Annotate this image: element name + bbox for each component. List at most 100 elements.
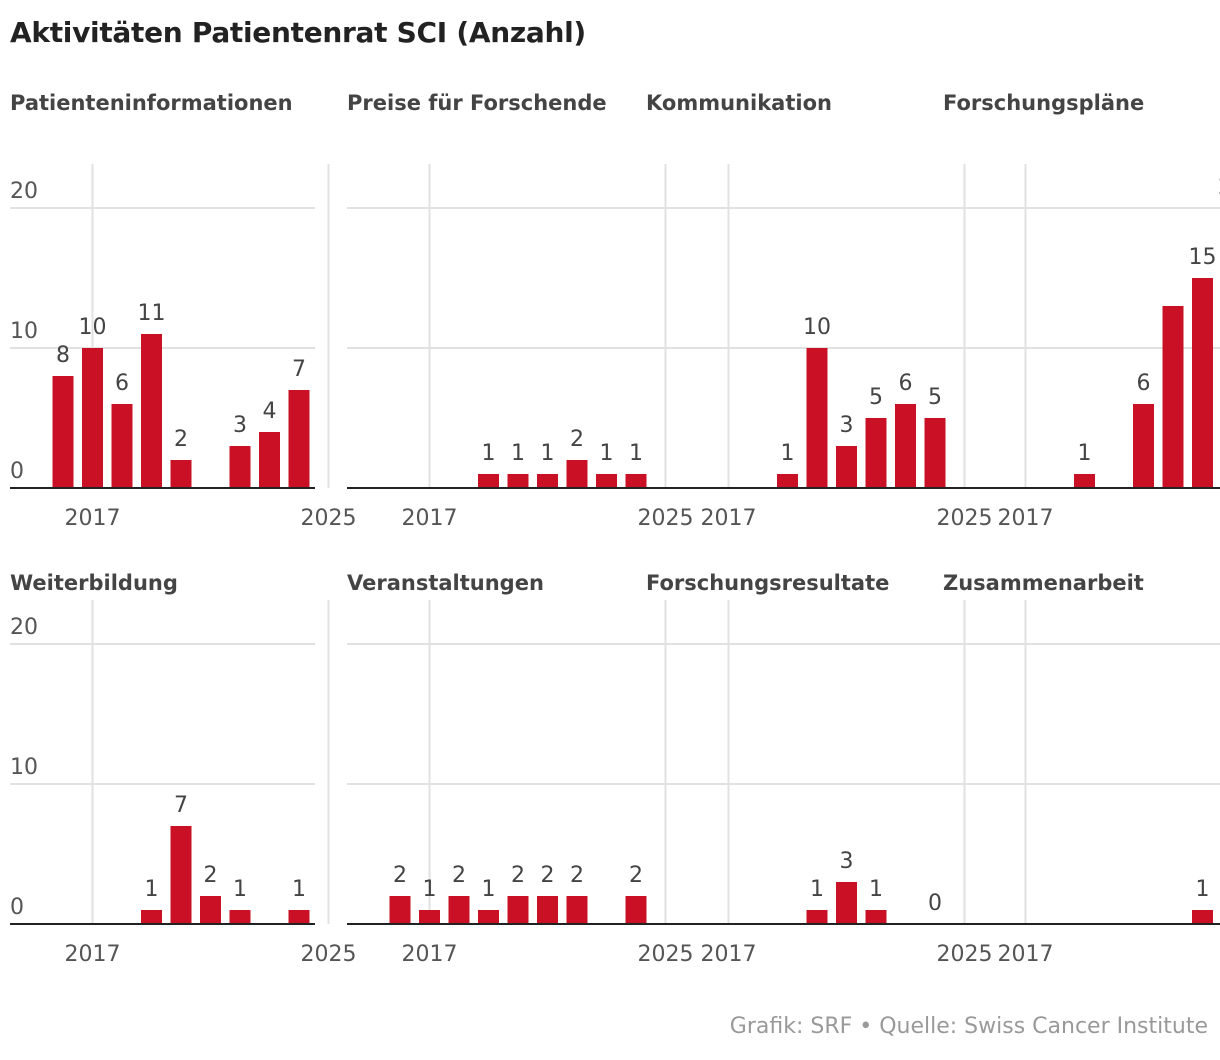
- bar-value-label: 2: [452, 863, 466, 888]
- bar-value-label: 2: [393, 863, 407, 888]
- x-tick-label: 2017: [65, 942, 121, 967]
- bar: [537, 474, 558, 488]
- bar-value-label: 2: [570, 863, 584, 888]
- x-tick-label: 2025: [638, 942, 694, 967]
- bar-value-label: 1: [781, 441, 795, 466]
- bar-value-label: 1: [810, 877, 824, 902]
- bar-value-label: 1: [629, 441, 643, 466]
- bar-value-label: 1: [600, 441, 614, 466]
- x-tick-label: 2025: [301, 506, 357, 531]
- bar-value-label: 4: [263, 399, 277, 424]
- bar: [507, 474, 529, 488]
- bar: [806, 348, 828, 488]
- bar: [229, 910, 251, 924]
- bar: [170, 460, 192, 488]
- bar-value-label: 3: [840, 413, 854, 438]
- bar: [836, 446, 857, 488]
- bar: [259, 432, 280, 488]
- bar-value-label: 20: [1218, 175, 1220, 200]
- panel-0: Patienteninformationen 0 10 20 8 10 6 11 2 347 201…: [10, 91, 357, 531]
- bar-value-label: 1: [1078, 441, 1092, 466]
- bar: [170, 826, 192, 924]
- bar-value-label: 2: [511, 863, 525, 888]
- x-tick-label: 2017: [998, 942, 1054, 967]
- bar: [1192, 910, 1213, 924]
- bar: [288, 910, 310, 924]
- bar: [111, 404, 133, 488]
- bar: [777, 474, 798, 488]
- bar-value-label: 2: [541, 863, 555, 888]
- bar: [82, 348, 103, 488]
- bar: [1074, 474, 1095, 488]
- y-tick-label: 10: [10, 755, 38, 780]
- x-tick-label: 2025: [937, 506, 993, 531]
- bar-value-label: 0: [928, 891, 942, 916]
- bar-value-label: 2: [174, 427, 188, 452]
- bar: [625, 474, 647, 488]
- bar-value-label: 1: [292, 877, 306, 902]
- bar: [836, 882, 857, 924]
- bar: [288, 390, 310, 488]
- panel-title: Veranstaltungen: [347, 571, 544, 595]
- bar-value-label: 1: [145, 877, 159, 902]
- y-tick-label: 20: [10, 179, 38, 204]
- panel-title: Zusammenarbeit: [943, 571, 1144, 595]
- y-tick-label: 20: [10, 615, 38, 640]
- x-tick-label: 2025: [638, 506, 694, 531]
- bar: [566, 896, 588, 924]
- bar-value-label: 7: [292, 357, 306, 382]
- bar-value-label: 15: [1189, 245, 1217, 270]
- panel-title: Preise für Forschende: [347, 91, 607, 115]
- bar-value-label: 3: [840, 849, 854, 874]
- bar: [200, 896, 221, 924]
- x-tick-label: 2017: [402, 506, 458, 531]
- bar-value-label: 2: [629, 863, 643, 888]
- bar: [566, 460, 588, 488]
- bar: [389, 896, 411, 924]
- y-tick-label: 0: [10, 895, 24, 920]
- bar-value-label: 3: [233, 413, 247, 438]
- x-tick-label: 2025: [301, 942, 357, 967]
- x-tick-label: 2025: [937, 942, 993, 967]
- chart-title: Aktivitäten Patientenrat SCI (Anzahl): [10, 16, 586, 49]
- bar-value-label: 1: [1196, 877, 1210, 902]
- bar: [625, 896, 647, 924]
- panel-title: Kommunikation: [646, 91, 832, 115]
- bar-value-label: 10: [803, 315, 831, 340]
- x-tick-label: 2017: [701, 506, 757, 531]
- bar-value-label: 1: [869, 877, 883, 902]
- y-tick-label: 10: [10, 319, 38, 344]
- bar-value-label: 6: [1137, 371, 1151, 396]
- panel-title: Forschungsresultate: [646, 571, 889, 595]
- bar-value-label: 5: [928, 385, 942, 410]
- panel-6: Forschungsresultate 131 0 2017 2025: [646, 571, 993, 967]
- bar-value-label: 1: [423, 877, 437, 902]
- bar-value-label: 1: [482, 441, 496, 466]
- bar: [1192, 278, 1213, 488]
- bar-value-label: 5: [869, 385, 883, 410]
- bar: [52, 376, 74, 488]
- bar: [229, 446, 251, 488]
- bar: [141, 910, 162, 924]
- bar-value-label: 1: [233, 877, 247, 902]
- bar: [865, 910, 887, 924]
- panel-title: Forschungspläne: [943, 91, 1144, 115]
- source-credit: Grafik: SRF • Quelle: Swiss Cancer Insti…: [729, 1014, 1208, 1039]
- bar-value-label: 1: [482, 877, 496, 902]
- bar-value-label: 1: [541, 441, 555, 466]
- x-tick-label: 2017: [998, 506, 1054, 531]
- panel-7: Zusammenarbeit1220172025: [943, 571, 1220, 967]
- bar-value-label: 6: [115, 371, 129, 396]
- panel-3: Forschungspläne16152020172025: [943, 91, 1220, 531]
- bar: [924, 418, 946, 488]
- bar-value-label: 6: [899, 371, 913, 396]
- x-tick-label: 2017: [402, 942, 458, 967]
- bar: [448, 896, 470, 924]
- x-tick-label: 2017: [701, 942, 757, 967]
- bar: [1133, 404, 1154, 488]
- panel-title: Patienteninformationen: [10, 91, 293, 115]
